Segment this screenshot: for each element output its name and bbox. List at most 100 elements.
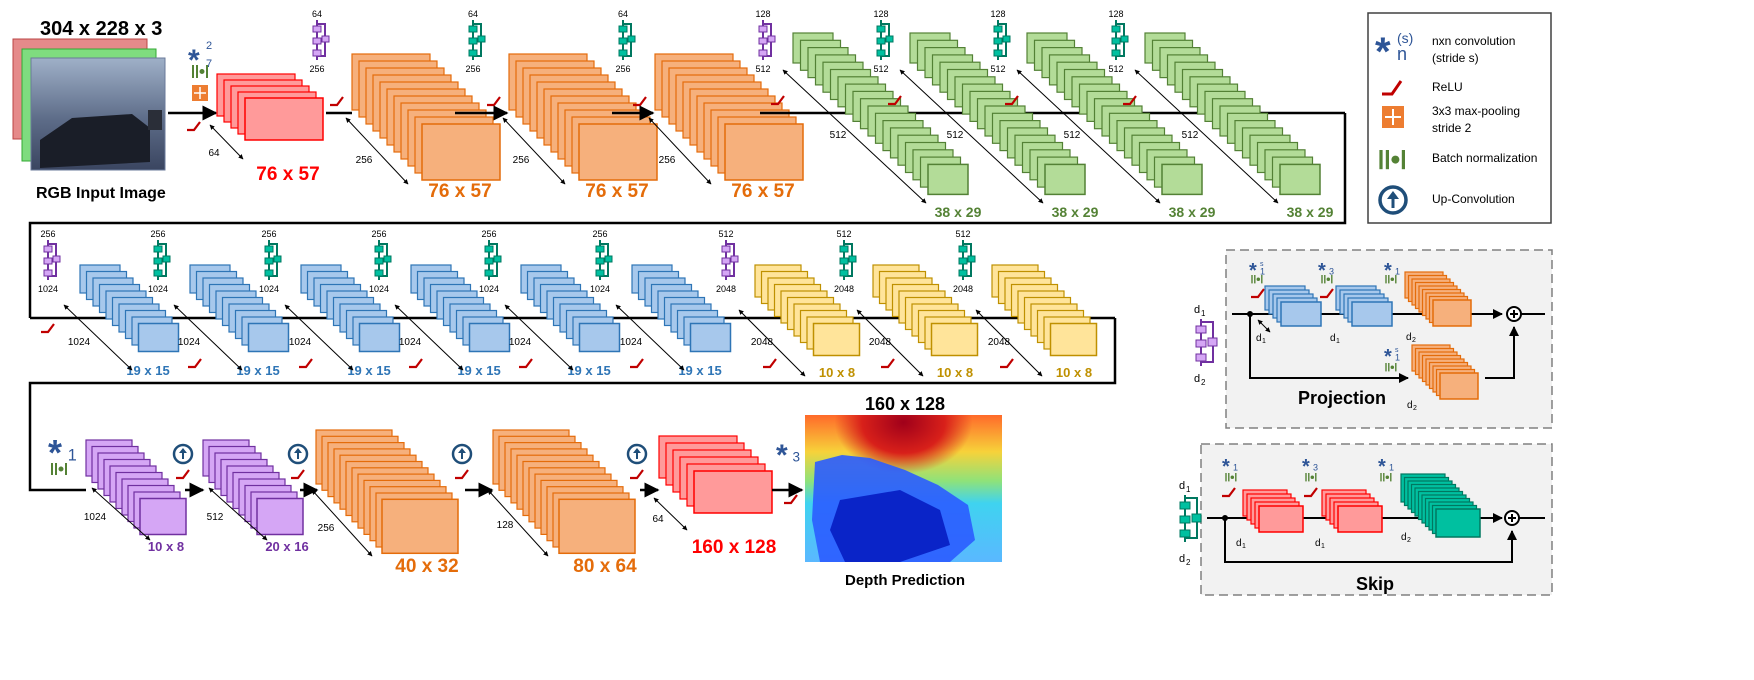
residual-block-icon: 256 1024 (479, 229, 502, 294)
block-unit (43, 257, 53, 265)
sum-node (1504, 510, 1545, 526)
block-top-dim: 64 (468, 9, 478, 19)
stage-blue-19x15 (631, 264, 732, 353)
stage-blue-19x15 (410, 264, 511, 353)
conv-subscript: 1 (1260, 267, 1265, 277)
conv-superscript: (s) (1397, 30, 1413, 46)
residual-block-icon: 256 1024 (148, 229, 171, 294)
block-unit (839, 257, 849, 265)
relu-icon (176, 469, 190, 480)
batchnorm-dot (58, 466, 64, 472)
stage-size-label: 76 x 57 (428, 181, 491, 202)
block-unit (604, 255, 613, 263)
residual-block-icon: 256 1024 (259, 229, 282, 294)
block-unit (264, 257, 274, 265)
feature-map-layer (724, 123, 804, 181)
block-unit (153, 245, 163, 253)
block-unit (758, 37, 768, 45)
convolution-icon: * 1 (1378, 456, 1394, 478)
stage-orange-40x32 (315, 429, 459, 555)
conv-subscript: 1 (68, 447, 77, 465)
relu-icon (1222, 487, 1236, 498)
block-top-dim: 128 (873, 9, 888, 19)
block-unit (958, 257, 968, 265)
stage-size-label: 10 x 8 (937, 365, 973, 380)
stage-red-160x128 (658, 435, 773, 514)
block-unit (958, 269, 968, 277)
block-unit (967, 255, 976, 263)
block-unit (374, 245, 384, 253)
dim-d1-sub: 1 (1242, 543, 1246, 550)
block-top-dim: 128 (755, 9, 770, 19)
dimension-arrow (209, 124, 244, 160)
stage-orange-76x57 (654, 53, 804, 181)
relu-icon (771, 95, 785, 106)
batchnorm-icon (1305, 473, 1317, 482)
feature-map-layer (689, 322, 732, 353)
block-unit (958, 245, 968, 253)
block-unit (468, 49, 478, 57)
block-top-dim: 64 (618, 9, 628, 19)
first-layer-ops: * 2 7 (188, 40, 212, 101)
convolution-icon: * 1s (1384, 346, 1400, 368)
dimension-label: 512 (207, 512, 224, 523)
stage-size-label: 38 x 29 (935, 204, 982, 220)
block-unit (312, 49, 322, 57)
legend-conv-stride: (stride s) (1432, 51, 1479, 65)
legend-pool-label: 3x3 max-pooling (1432, 104, 1520, 118)
convolution-icon: * 1s (1249, 260, 1265, 282)
residual-block-icon: 64 256 (465, 9, 486, 74)
projection-merge (1485, 326, 1519, 379)
dimension-label: 512 (830, 130, 847, 141)
stage-blue-19x15 (189, 264, 290, 353)
feature-map-layer (558, 498, 636, 555)
feature-map-layer (1258, 505, 1304, 533)
dimension-label: 1024 (399, 337, 422, 348)
block-dim-d1-sub: 1 (1186, 485, 1191, 494)
block-bottom-dim: 512 (1108, 64, 1123, 74)
block-unit (721, 269, 731, 277)
block-unit (321, 35, 330, 43)
dimension-arrow (173, 304, 243, 371)
block-unit (721, 257, 731, 265)
block-dim-d1: d (1194, 304, 1200, 316)
feature-map-layer (421, 123, 501, 181)
input-image-frame (148, 110, 162, 130)
block-unit (595, 257, 605, 265)
block-unit (1111, 37, 1121, 45)
block-unit (383, 255, 392, 263)
dimension-arrow (487, 489, 549, 557)
dimension-arrow (63, 304, 133, 371)
residual-block-icon: 512 2048 (716, 229, 739, 294)
block-unit (468, 25, 478, 33)
relu-icon (330, 96, 344, 107)
conv-subscript: 1 (1395, 353, 1400, 363)
block-unit (153, 257, 163, 265)
relu-icon (630, 469, 644, 480)
dimension-arrow (615, 304, 685, 371)
up-convolution-icon (1378, 185, 1408, 215)
residual-block-icon: 512 2048 (953, 229, 976, 294)
feature-map-layer (1049, 322, 1098, 357)
dimension-label: 2048 (869, 337, 892, 348)
dimension-arrow (1134, 69, 1279, 204)
block-bottom-dim: 2048 (716, 284, 736, 294)
dim-d2: d (1406, 332, 1412, 343)
block-unit (1195, 353, 1207, 362)
block-dim-d2: d (1179, 553, 1185, 565)
dim-d1-sub: 1 (1262, 338, 1266, 345)
feature-map-layer (256, 497, 304, 536)
block-bottom-dim: 256 (615, 64, 630, 74)
convolution-icon: * 1 (1222, 456, 1238, 478)
conv-star: * (48, 432, 62, 473)
conv-superscript: s (1395, 347, 1399, 354)
conv-superscript: s (1260, 261, 1264, 268)
block-top-dim: 256 (40, 229, 55, 239)
conv-subscript: 3 (1329, 267, 1334, 277)
residual-block-icon: 128 512 (755, 9, 776, 74)
relu-icon (519, 358, 533, 369)
relu-icon (1005, 95, 1019, 106)
dimension-label: 256 (318, 523, 335, 534)
projection-stack-2 (1335, 285, 1393, 327)
block-bottom-dim: 1024 (38, 284, 58, 294)
